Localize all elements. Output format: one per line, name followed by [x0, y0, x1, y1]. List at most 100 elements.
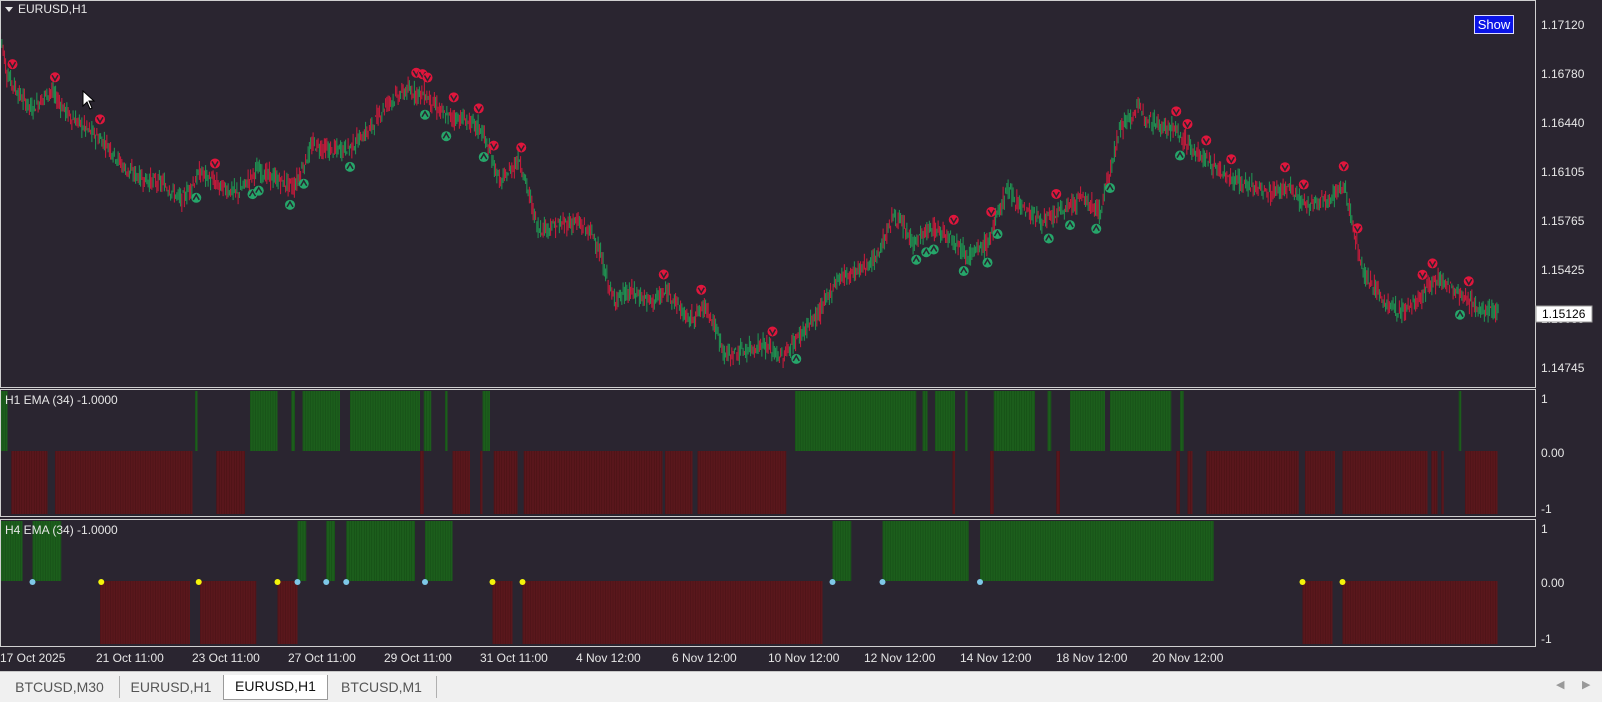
h4-axis-bottom: -1	[1541, 632, 1552, 646]
sell-arrow-icon	[1427, 258, 1438, 269]
h4-bear-bar	[100, 581, 190, 644]
time-tick: 20 Nov 12:00	[1152, 651, 1224, 665]
chart-window[interactable]: EURUSD,H1 H1 EMA (34) -1.0000 H4 EMA (34…	[0, 0, 1602, 671]
h4-axis-top: 1	[1541, 522, 1548, 536]
sell-arrow-icon	[1463, 276, 1474, 287]
tab-btcusd-m1[interactable]: BTCUSD,M1	[327, 676, 437, 698]
h1-bull-bar	[965, 391, 968, 451]
h1-bear-bar	[1305, 451, 1335, 514]
buy-arrow-icon	[911, 254, 922, 265]
chart-canvas[interactable]: EURUSD,H1 H1 EMA (34) -1.0000 H4 EMA (34…	[0, 0, 1602, 671]
scroll-left-icon[interactable]: ◀	[1556, 679, 1565, 691]
buy-arrow-icon	[478, 152, 489, 163]
sell-arrow-icon	[1226, 154, 1237, 165]
buy-arrow-icon	[958, 266, 969, 277]
collapse-triangle-icon[interactable]	[5, 7, 13, 12]
time-tick: 12 Nov 12:00	[864, 651, 936, 665]
buy-arrow-icon	[441, 131, 452, 142]
h1-bull-bar	[291, 391, 295, 451]
yellow-dot	[519, 579, 526, 585]
sell-arrow-icon	[1298, 179, 1309, 190]
sell-arrow-icon	[1280, 162, 1290, 173]
h4-pane-label: H4 EMA (34) -1.0000	[5, 523, 118, 537]
h1-bull-bar	[302, 391, 340, 451]
blue-dot	[294, 579, 301, 585]
blue-dot	[829, 579, 836, 585]
sell-arrow-icon	[1417, 269, 1428, 280]
time-tick: 17 Oct 2025	[0, 651, 66, 665]
buy-arrow-icon	[1065, 220, 1075, 231]
h1-bull-bar	[1070, 391, 1105, 451]
current-price-box	[1535, 305, 1593, 323]
time-tick: 6 Nov 12:00	[672, 651, 737, 665]
h4-bull-bar	[297, 521, 307, 581]
h1-bull-bar	[195, 391, 198, 451]
sell-arrow-icon	[488, 140, 499, 151]
time-tick: 31 Oct 11:00	[480, 651, 548, 665]
h1-bull-bar	[1110, 391, 1172, 451]
h1-bear-bar	[1206, 451, 1299, 514]
scroll-right-icon[interactable]: ▶	[1582, 679, 1591, 691]
price-tick: 1.17120	[1541, 18, 1585, 32]
h4-bull-bar	[346, 521, 415, 581]
h4-bear-bar	[1342, 581, 1498, 644]
buy-arrow-icon	[928, 244, 939, 255]
h4-bull-bar	[882, 521, 969, 581]
h4-bear-bar	[492, 581, 513, 644]
time-axis: 17 Oct 2025 21 Oct 11:00 23 Oct 11:00 27…	[0, 651, 1224, 665]
blue-dot	[29, 579, 36, 585]
h1-bull-bar	[795, 391, 917, 451]
yellow-dot	[489, 579, 496, 585]
time-tick: 18 Nov 12:00	[1056, 651, 1128, 665]
time-tick: 23 Oct 11:00	[192, 651, 260, 665]
blue-dot	[323, 579, 330, 585]
signal-arrows	[7, 59, 1474, 364]
sell-arrow-icon	[696, 284, 707, 295]
time-tick: 10 Nov 12:00	[768, 651, 840, 665]
sell-arrow-icon	[95, 114, 105, 125]
h1-bear-bar	[216, 451, 245, 514]
sell-arrow-icon	[658, 269, 669, 280]
h1-bull-bar	[482, 391, 490, 451]
price-tick: 1.16105	[1541, 165, 1585, 179]
h4-axis-mid: 0.00	[1541, 576, 1565, 590]
tab-eurusd-h1-active[interactable]: EURUSD,H1	[223, 675, 328, 700]
h4-bear-bar	[1302, 581, 1333, 644]
time-tick: 14 Nov 12:00	[960, 651, 1032, 665]
h4-pane-border	[0, 519, 1536, 647]
sell-arrow-icon	[210, 158, 220, 169]
h1-bull-bar	[1047, 391, 1052, 451]
time-tick: 27 Oct 11:00	[288, 651, 356, 665]
sell-arrow-icon	[986, 206, 997, 217]
h1-bull-bar	[1180, 391, 1184, 451]
h4-signal-dots	[29, 579, 1346, 585]
h1-axis-bottom: -1	[1541, 502, 1552, 516]
buy-arrow-icon	[345, 161, 355, 172]
buy-arrow-icon	[791, 353, 802, 364]
buy-arrow-icon	[982, 257, 993, 268]
h1-bear-bar	[11, 451, 48, 514]
h1-bull-bar	[1458, 391, 1462, 451]
h1-bear-bar	[493, 451, 518, 514]
sell-arrow-icon	[516, 142, 527, 153]
sell-arrow-icon	[422, 72, 433, 83]
h4-bull-bar	[32, 521, 62, 581]
price-axis: 1.17120 1.16780 1.16440 1.16105 1.15765 …	[1541, 18, 1585, 375]
sell-arrow-icon	[1201, 135, 1212, 146]
buy-arrow-icon	[1091, 223, 1102, 234]
price-tick: 1.15425	[1541, 263, 1585, 277]
h1-bear-bar	[1441, 451, 1444, 514]
h1-bull-bar	[250, 391, 278, 451]
yellow-dot	[274, 579, 281, 585]
tab-btcusd-m30[interactable]: BTCUSD,M30	[0, 676, 120, 698]
h1-bear-bar	[1176, 451, 1180, 514]
blue-dot	[422, 579, 428, 585]
buy-arrow-icon	[1175, 150, 1185, 161]
tab-eurusd-h1[interactable]: EURUSD,H1	[119, 676, 224, 698]
h1-bear-bar	[55, 451, 193, 514]
h4-ema-histogram	[0, 521, 1498, 644]
h4-bull-bar	[425, 521, 453, 581]
sell-arrow-icon	[1182, 119, 1193, 130]
h1-axis-top: 1	[1541, 392, 1548, 406]
show-button[interactable]: Show	[1474, 15, 1514, 34]
